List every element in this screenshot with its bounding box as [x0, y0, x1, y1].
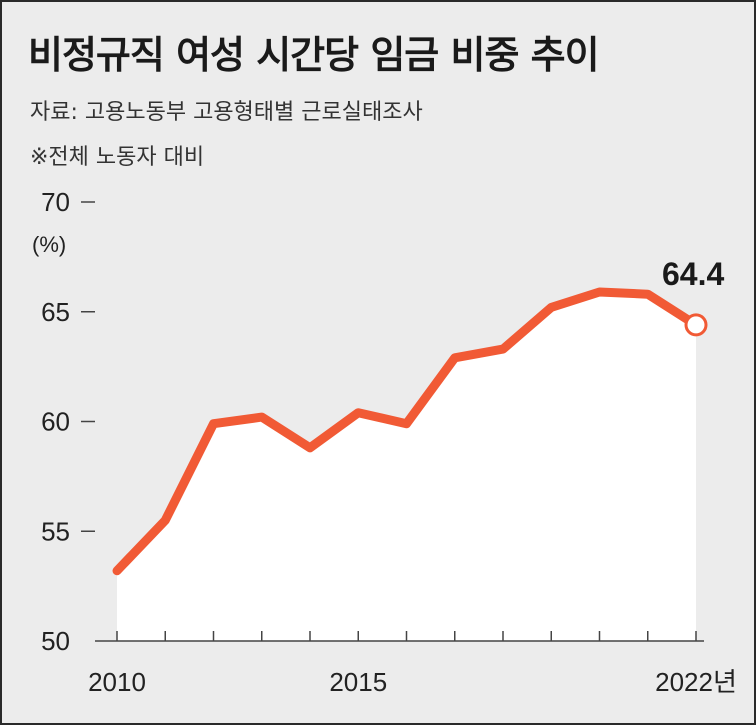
- y-axis-unit-label: (%): [32, 232, 66, 257]
- x-tick-label: 2015: [329, 667, 387, 697]
- axis-layer: [81, 201, 704, 642]
- y-tick-label: 50: [41, 626, 70, 656]
- series-line: [112, 287, 701, 576]
- last-value-label: 64.4: [662, 256, 724, 292]
- source-text: 자료: 고용노동부 고용형태별 근로실태조사: [30, 100, 423, 125]
- y-tick-label: 60: [41, 407, 70, 437]
- line-layer: [112, 287, 708, 576]
- area-fill: [117, 292, 696, 641]
- x-tick-label: 2010: [88, 667, 146, 697]
- chart-title: 비정규직 여성 시간당 임금 비중 추이: [28, 33, 600, 77]
- y-tick-label: 65: [41, 297, 70, 327]
- y-tick-label: 70: [41, 187, 70, 217]
- x-tick-label: 2022년: [655, 667, 737, 697]
- label-layer: 50 55 60 65 70 (%) 2010 2015 2022년 64.4: [32, 187, 737, 697]
- y-tick-label: 55: [41, 516, 70, 546]
- note-text: ※전체 노동자 대비: [30, 145, 205, 170]
- area-layer: [117, 292, 696, 641]
- last-point-marker: [684, 313, 708, 337]
